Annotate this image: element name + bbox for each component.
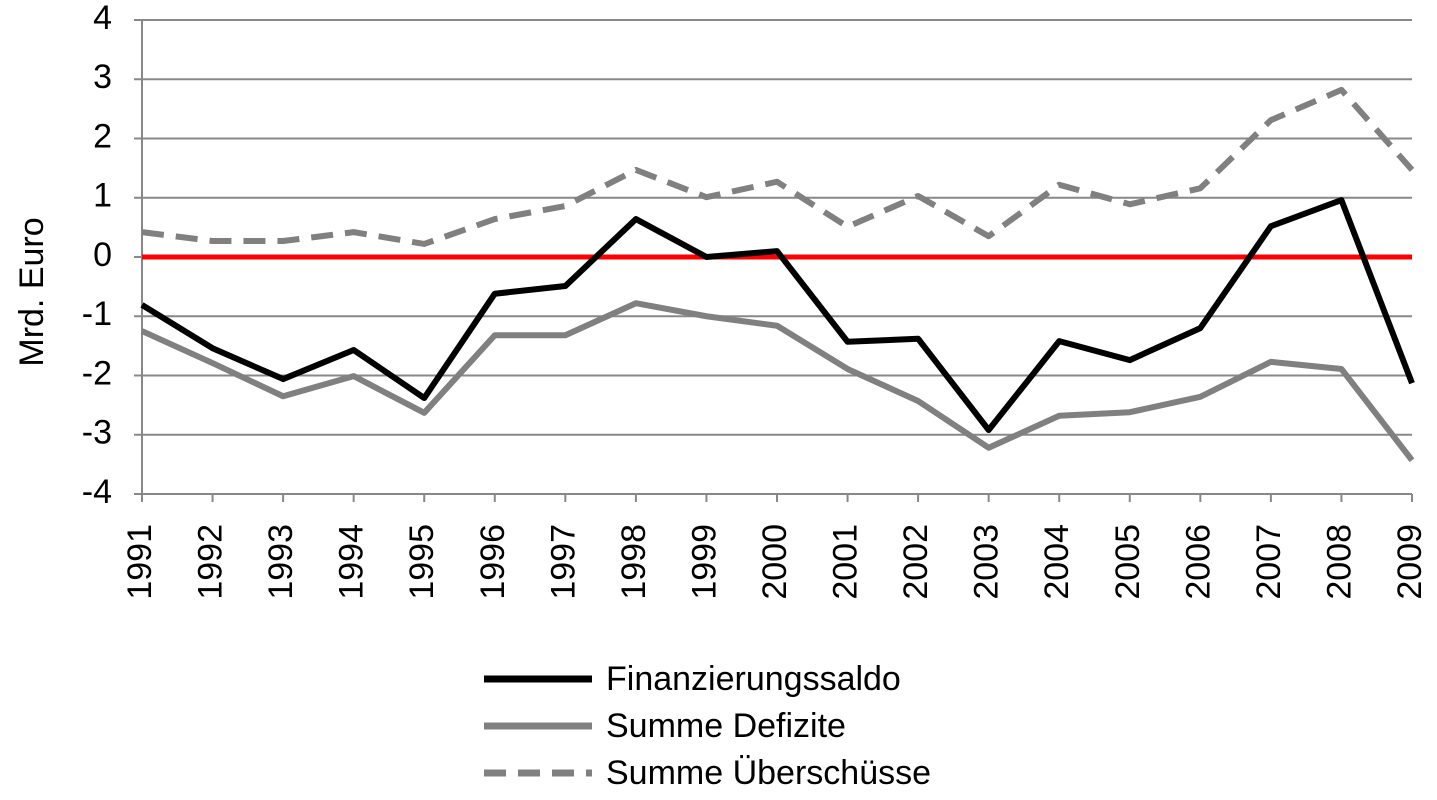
y-tick-label: 2 <box>93 117 112 155</box>
y-tick-label: 3 <box>93 58 112 96</box>
x-tick-label: 2003 <box>968 524 1006 600</box>
series-line <box>140 300 1415 463</box>
legend-label: Finanzierungssaldo <box>606 660 901 698</box>
series-line <box>141 86 1415 247</box>
x-tick-label: 1993 <box>262 524 300 600</box>
x-tick-label: 1992 <box>192 524 230 600</box>
x-tick-label: 2008 <box>1320 524 1358 600</box>
y-tick-label: -4 <box>82 473 112 511</box>
y-axis-label: Mrd. Euro <box>13 217 51 366</box>
x-tick-label: 1995 <box>403 524 441 600</box>
x-tick-label: 1996 <box>474 524 512 600</box>
legend-label: Summe Überschüsse <box>606 754 931 792</box>
x-tick-label: 1991 <box>121 524 159 600</box>
x-tick-label: 1998 <box>615 524 653 600</box>
y-tick-label: 0 <box>93 236 112 274</box>
x-tick-label: 2004 <box>1038 524 1076 600</box>
x-tick-label: 2001 <box>827 524 865 600</box>
x-tick-label: 2000 <box>756 524 794 600</box>
y-tick-label: 4 <box>93 0 112 37</box>
x-tick-label: 2009 <box>1391 524 1429 600</box>
x-tick-label: 1999 <box>685 524 723 600</box>
y-tick-label: -2 <box>82 354 112 392</box>
y-tick-label: 1 <box>93 177 112 215</box>
x-tick-label: 2002 <box>897 524 935 600</box>
x-tick-label: 1997 <box>544 524 582 600</box>
y-tick-label: -1 <box>82 295 112 333</box>
x-tick-label: 1994 <box>333 524 371 600</box>
legend-label: Summe Defizite <box>606 707 846 745</box>
series-line <box>140 197 1415 434</box>
x-tick-label: 2006 <box>1179 524 1217 600</box>
x-tick-label: 2007 <box>1250 524 1288 600</box>
x-tick-label: 2005 <box>1109 524 1147 600</box>
y-tick-label: -3 <box>82 414 112 452</box>
